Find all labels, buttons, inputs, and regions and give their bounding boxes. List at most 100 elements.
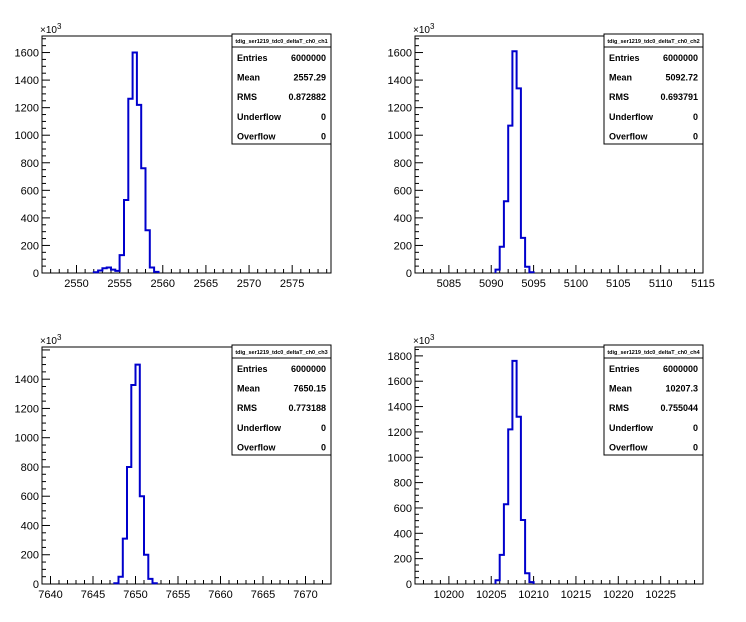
stat-value: 0 <box>693 423 698 433</box>
stat-value: 7650.15 <box>293 384 326 394</box>
y-tick-label: 200 <box>394 240 412 252</box>
stat-value: 5092.72 <box>665 73 698 83</box>
y-tick-label: 600 <box>21 185 39 197</box>
y-tick-label: 400 <box>21 213 39 225</box>
y-tick-label: 0 <box>406 579 412 591</box>
y-tick-label: 200 <box>21 240 39 252</box>
stat-label: RMS <box>609 403 629 413</box>
y-axis-multiplier: ×103 <box>40 333 62 347</box>
y-tick-label: 1600 <box>388 376 412 388</box>
stats-box: tdig_ser1219_tdc0_deltaT_ch0_ch4 Entries 6… <box>603 344 704 456</box>
x-tick-label: 10205 <box>476 589 507 601</box>
y-tick-label: 800 <box>394 478 412 490</box>
histogram-series <box>494 50 535 274</box>
stat-label: Underflow <box>237 112 282 122</box>
stats-box-frame <box>231 344 332 456</box>
stats-box-frame <box>603 344 704 456</box>
stat-label: Entries <box>237 53 268 63</box>
x-tick-label: 10200 <box>434 589 465 601</box>
multiplier-exponent: 3 <box>57 22 62 31</box>
y-tick-label: 200 <box>21 550 39 562</box>
y-tick-label: 600 <box>21 491 39 503</box>
y-tick-label: 1400 <box>388 75 412 87</box>
x-tick-label: 2555 <box>107 278 131 290</box>
y-axis-multiplier: ×103 <box>40 22 62 36</box>
x-tick-label: 10220 <box>603 589 634 601</box>
stat-label: Mean <box>609 73 632 83</box>
x-tick-label: 5090 <box>479 278 503 290</box>
stat-label: Entries <box>609 364 640 374</box>
x-tick-label: 7650 <box>123 589 147 601</box>
histogram-pad-3: 0 200 400 600 800 1000 1200 1400 7640 7645 7650 765… <box>15 333 332 601</box>
stat-value: 0.773188 <box>288 403 326 413</box>
y-tick-label: 1200 <box>15 403 39 415</box>
y-axis-multiplier: ×103 <box>413 22 435 36</box>
stat-value: 6000000 <box>291 364 326 374</box>
histogram-series <box>113 363 158 585</box>
histogram-series <box>92 51 160 274</box>
stat-value: 0.872882 <box>288 92 326 102</box>
y-tick-label: 1600 <box>15 48 39 60</box>
stat-label: Mean <box>237 384 260 394</box>
y-tick-label: 1600 <box>388 48 412 60</box>
stat-label: RMS <box>237 92 257 102</box>
stats-title: tdig_ser1219_tdc0_deltaT_ch0_ch3 <box>235 350 327 356</box>
x-tick-label: 5100 <box>564 278 588 290</box>
stat-value: 0 <box>693 131 698 141</box>
x-tick-label: 5115 <box>691 278 715 290</box>
y-tick-label: 800 <box>21 462 39 474</box>
x-tick-label: 7640 <box>38 589 62 601</box>
x-tick-label: 2565 <box>194 278 218 290</box>
y-tick-label: 800 <box>394 158 412 170</box>
multiplier-base: ×10 <box>413 336 430 347</box>
y-tick-label: 1800 <box>388 351 412 363</box>
stat-value: 6000000 <box>663 364 698 374</box>
y-tick-label: 200 <box>394 554 412 566</box>
multiplier-base: ×10 <box>413 25 430 36</box>
x-tick-label: 7665 <box>251 589 275 601</box>
stats-title: tdig_ser1219_tdc0_deltaT_ch0_ch4 <box>607 350 700 356</box>
x-tick-label: 5105 <box>606 278 630 290</box>
x-tick-label: 7660 <box>208 589 232 601</box>
stat-value: 0.755044 <box>660 403 698 413</box>
stat-value: 0 <box>321 131 326 141</box>
stat-label: Entries <box>237 364 268 374</box>
stats-box: tdig_ser1219_tdc0_deltaT_ch0_ch1 Entries 6… <box>231 33 332 145</box>
x-tick-label: 5085 <box>437 278 461 290</box>
x-tick-label: 2570 <box>237 278 261 290</box>
multiplier-exponent: 3 <box>430 333 435 342</box>
y-tick-label: 400 <box>394 528 412 540</box>
stat-value: 0 <box>321 112 326 122</box>
x-tick-label: 7670 <box>293 589 317 601</box>
stat-label: Overflow <box>609 442 649 452</box>
y-tick-label: 1000 <box>15 433 39 445</box>
y-tick-label: 0 <box>33 579 39 591</box>
stat-value: 0.693791 <box>660 92 698 102</box>
x-tick-label: 2575 <box>280 278 304 290</box>
stat-value: 10207.3 <box>665 384 698 394</box>
y-tick-label: 1200 <box>15 103 39 115</box>
x-tick-label: 7655 <box>166 589 190 601</box>
stat-value: 0 <box>693 442 698 452</box>
stat-label: Entries <box>609 53 640 63</box>
x-tick-label: 5095 <box>521 278 545 290</box>
stat-label: Underflow <box>609 112 654 122</box>
stat-label: Mean <box>237 73 260 83</box>
stat-label: Overflow <box>609 131 649 141</box>
y-tick-label: 0 <box>33 268 39 280</box>
y-tick-label: 400 <box>394 213 412 225</box>
x-tick-label: 10210 <box>518 589 549 601</box>
stat-value: 6000000 <box>663 53 698 63</box>
stat-value: 2557.29 <box>293 73 326 83</box>
plot-frame <box>41 35 332 274</box>
stat-label: Mean <box>609 384 632 394</box>
histogram-series <box>494 359 535 584</box>
x-tick-label: 10225 <box>645 589 676 601</box>
multiplier-base: ×10 <box>40 25 57 36</box>
y-tick-label: 600 <box>394 503 412 515</box>
x-tick-label: 7645 <box>81 589 105 601</box>
y-axis-multiplier: ×103 <box>413 333 435 347</box>
histogram-pad-4: 0 200 400 600 800 1000 1200 1400 1600 1800 10200 10… <box>388 333 704 601</box>
y-tick-label: 1200 <box>388 427 412 439</box>
